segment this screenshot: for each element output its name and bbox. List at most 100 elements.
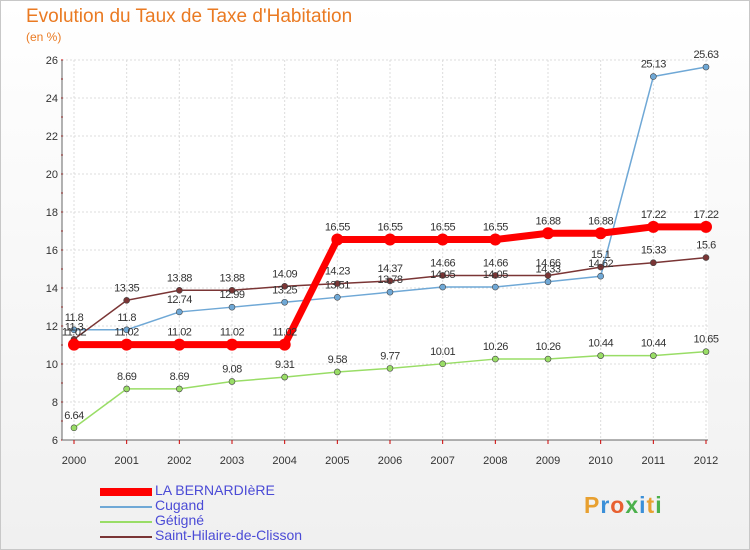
data-label: 14.05: [430, 269, 455, 281]
data-point: [489, 233, 502, 246]
x-tick-label: 2004: [272, 455, 296, 467]
data-label: 11.02: [273, 327, 298, 339]
data-label: 15.6: [696, 240, 716, 252]
data-label: 13.88: [219, 272, 244, 284]
data-label: 16.55: [430, 222, 455, 234]
data-point: [176, 385, 183, 393]
data-point: [226, 338, 238, 351]
data-point: [281, 373, 288, 381]
data-point: [544, 278, 552, 286]
logo-letter: t: [646, 492, 656, 518]
data-label: 14.66: [430, 257, 455, 269]
data-label: 17.22: [641, 209, 666, 221]
data-point: [702, 348, 710, 355]
data-label: 12.74: [167, 294, 192, 306]
data-label: 11.02: [220, 327, 245, 339]
data-label: 9.77: [380, 350, 400, 362]
y-tick-label: 12: [46, 321, 58, 333]
data-point: [281, 298, 288, 306]
data-label: 11.02: [62, 327, 87, 339]
logo-letter: x: [625, 492, 640, 518]
data-label: 8.69: [170, 371, 190, 383]
chart-unit-label: (en %): [26, 30, 62, 44]
y-tick-label: 26: [46, 55, 58, 67]
logo-letter: o: [610, 492, 626, 518]
legend-swatch: [100, 521, 152, 523]
data-point: [228, 378, 236, 385]
data-label: 13.35: [114, 282, 139, 294]
data-point: [281, 282, 288, 290]
data-point: [492, 272, 499, 279]
data-point: [386, 365, 394, 372]
y-tick-label: 10: [46, 359, 58, 371]
data-point: [597, 272, 604, 280]
data-point: [278, 338, 291, 351]
data-point: [120, 338, 133, 351]
y-tick-label: 24: [46, 93, 58, 105]
data-point: [176, 286, 183, 294]
data-label: 16.55: [483, 222, 508, 234]
x-tick-label: 2003: [220, 455, 244, 467]
legend-label: Gétigné: [155, 512, 205, 528]
data-label: 12.99: [219, 289, 244, 301]
x-tick-label: 2011: [642, 455, 666, 467]
y-tick-label: 6: [52, 435, 58, 447]
data-label: 9.08: [222, 363, 242, 375]
y-tick-label: 14: [46, 283, 58, 295]
data-point: [228, 286, 236, 294]
data-point: [650, 352, 657, 359]
data-point: [542, 227, 554, 240]
y-tick-label: 16: [46, 245, 58, 257]
data-point: [70, 326, 78, 334]
data-label: 10.44: [588, 338, 613, 350]
data-label: 14.09: [272, 268, 297, 280]
legend-swatch: [100, 488, 152, 496]
data-point: [492, 355, 499, 363]
data-label: 14.23: [325, 266, 350, 278]
data-point: [544, 272, 552, 279]
data-point: [439, 283, 446, 291]
data-point: [439, 360, 446, 368]
data-point: [386, 288, 394, 296]
y-tick-label: 8: [52, 397, 58, 409]
data-point: [68, 338, 80, 351]
data-point: [176, 308, 183, 316]
y-tick-label: 22: [46, 131, 58, 143]
data-label: 17.22: [693, 209, 718, 221]
data-label: 16.88: [588, 215, 613, 227]
data-point: [544, 355, 552, 363]
data-point: [492, 283, 499, 291]
data-point: [700, 220, 712, 233]
logo-letter: i: [655, 492, 663, 518]
data-label: 13.25: [272, 284, 297, 296]
legend-label: Saint-Hilaire-de-Clisson: [155, 527, 303, 543]
data-point: [123, 326, 130, 334]
y-tick-label: 18: [46, 207, 58, 219]
y-tick-label: 20: [46, 169, 58, 181]
x-tick-label: 2002: [167, 455, 191, 467]
logo-letter: i: [639, 492, 647, 518]
data-label: 16.55: [377, 222, 402, 234]
data-label: 11.8: [65, 312, 84, 324]
data-point: [331, 233, 344, 246]
legend-label: LA BERNARDIèRE: [155, 482, 275, 498]
data-point: [597, 352, 604, 359]
data-point: [334, 294, 341, 301]
data-label: 14.05: [483, 269, 508, 281]
data-label: 15.1: [591, 249, 611, 261]
data-point: [702, 63, 710, 71]
legend-swatch: [100, 506, 152, 508]
data-point: [123, 385, 130, 393]
data-point: [439, 272, 446, 279]
logo-letter: r: [600, 492, 611, 518]
data-label: 15.33: [641, 245, 666, 257]
x-tick-label: 2006: [378, 455, 402, 467]
data-label: 9.58: [328, 354, 348, 366]
legend-swatch: [100, 536, 152, 538]
x-tick-label: 2007: [430, 455, 454, 467]
x-tick-label: 2005: [325, 455, 349, 467]
data-label: 13.51: [325, 279, 350, 291]
data-label: 11.02: [167, 327, 192, 339]
data-point: [702, 254, 710, 261]
x-tick-label: 2008: [483, 455, 507, 467]
